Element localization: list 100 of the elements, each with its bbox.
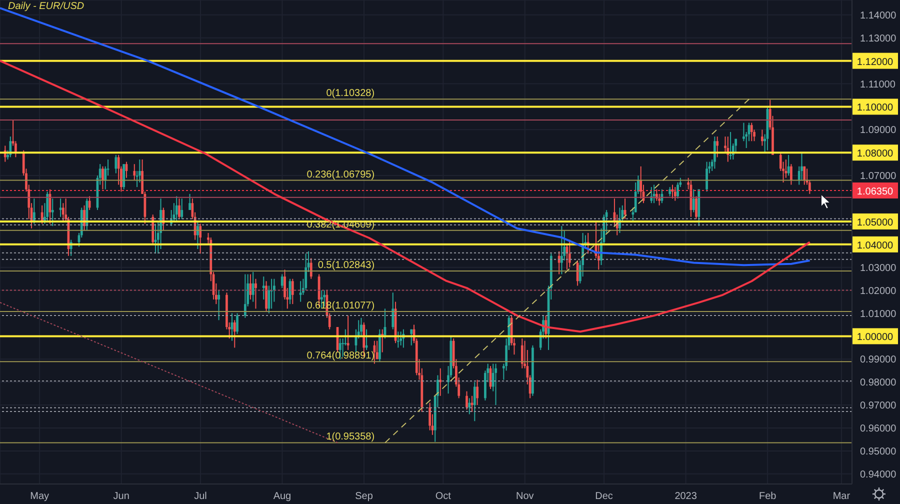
candlestick: [803, 166, 806, 186]
candlestick: [560, 226, 563, 275]
candlestick: [400, 331, 402, 346]
x-tick-label: Mar: [832, 491, 851, 502]
y-tick-label: 0.95000: [860, 446, 897, 458]
ref-line-label: 1.04000: [856, 240, 894, 252]
candlestick: [9, 136, 12, 158]
x-tick-label: Nov: [516, 491, 534, 502]
x-tick-label: Jun: [113, 491, 130, 502]
candlestick: [558, 250, 560, 275]
candlestick: [714, 136, 716, 170]
y-tick-label: 1.07000: [860, 171, 897, 182]
y-tick-label: 1.02000: [860, 286, 897, 297]
candlestick: [544, 315, 548, 339]
candlestick: [494, 363, 497, 406]
x-tick-label: May: [30, 491, 50, 502]
x-tick-label: Jul: [194, 491, 207, 502]
candlestick: [466, 390, 468, 410]
candlestick: [674, 186, 676, 202]
candlestick: [199, 223, 202, 254]
ref-line-label: 1.05000: [856, 217, 894, 228]
candlestick: [658, 193, 660, 206]
y-tick-label: 0.99000: [860, 354, 897, 366]
candlestick: [650, 186, 653, 204]
candlestick: [790, 164, 792, 186]
y-tick-label: 1.09000: [860, 125, 897, 136]
candlestick: [473, 382, 476, 422]
candlestick: [360, 317, 362, 337]
candlestick: [304, 253, 308, 291]
candlestick: [218, 290, 220, 321]
x-tick-label: Aug: [273, 491, 292, 502]
candlestick: [376, 340, 378, 360]
candlestick: [520, 338, 524, 369]
candlestick: [262, 276, 265, 300]
candlestick: [244, 274, 246, 318]
candlestick: [428, 402, 432, 431]
candlestick: [122, 164, 126, 190]
ref-line-label: 1.06350: [856, 186, 894, 198]
candlestick: [280, 274, 284, 289]
candlestick: [396, 331, 400, 348]
candlestick: [133, 164, 136, 181]
chart-title: Daily - EUR/USD: [8, 1, 84, 12]
x-tick-label: Dec: [595, 491, 613, 502]
ref-line-label: 1.12000: [856, 56, 894, 68]
candlestick: [265, 280, 268, 312]
ref-line-label: 1.00000: [856, 332, 894, 344]
candlestick: [160, 198, 162, 250]
candlestick: [568, 239, 571, 268]
x-tick-label: Oct: [435, 491, 452, 502]
y-tick-label: 1.14000: [860, 10, 897, 22]
y-tick-label: 1.13000: [860, 33, 897, 44]
candlestick: [373, 340, 376, 364]
candlestick: [640, 166, 642, 200]
candlestick: [188, 193, 191, 210]
candlestick: [692, 188, 695, 213]
candlestick: [252, 271, 254, 302]
candlestick: [46, 191, 49, 222]
y-tick-label: 0.94000: [860, 469, 897, 480]
candlestick: [138, 158, 141, 183]
candlestick: [468, 398, 471, 415]
ref-line-label: 1.10000: [856, 102, 894, 114]
x-tick-label: 2023: [674, 491, 698, 502]
y-tick-label: 0.97000: [860, 400, 897, 412]
candlestick: [62, 202, 64, 222]
candlestick: [668, 186, 672, 197]
annotation: 0.5(1.02843): [318, 260, 375, 271]
x-tick-label: Feb: [758, 491, 777, 502]
annotation: 0(1.10328): [326, 88, 375, 100]
y-tick-label: 1.11000: [860, 79, 896, 90]
candlestick: [175, 196, 178, 222]
candlestick: [800, 152, 803, 181]
y-tick-label: 0.96000: [860, 424, 897, 435]
x-tick-label: Sep: [355, 491, 374, 502]
candlestick: [236, 312, 238, 334]
candlestick: [102, 166, 104, 190]
candlestick: [180, 198, 184, 220]
candlestick: [695, 196, 698, 220]
y-tick-label: 0.98000: [860, 378, 897, 389]
annotation: 0.236(1.06795): [306, 169, 375, 180]
candlestick: [178, 198, 180, 220]
candlestick: [59, 198, 62, 218]
candlestick: [196, 220, 199, 250]
candlestick: [254, 278, 257, 310]
candlestick: [410, 328, 413, 346]
candlestick: [291, 278, 294, 305]
annotation: 1(0.95358): [326, 432, 375, 443]
candlestick: [750, 122, 753, 142]
candlestick: [51, 198, 54, 227]
candlestick: [760, 129, 764, 146]
candlestick: [233, 320, 236, 348]
candlestick: [676, 182, 679, 200]
y-tick-label: 1.03000: [860, 262, 897, 274]
y-tick-label: 1.01000: [860, 308, 897, 320]
candlestick: [476, 379, 478, 406]
candlestick: [706, 161, 708, 192]
candlestick: [392, 292, 394, 330]
candlestick: [310, 258, 312, 280]
ref-line-label: 1.08000: [856, 148, 894, 160]
candlestick: [784, 158, 788, 178]
candlestick: [716, 136, 719, 158]
